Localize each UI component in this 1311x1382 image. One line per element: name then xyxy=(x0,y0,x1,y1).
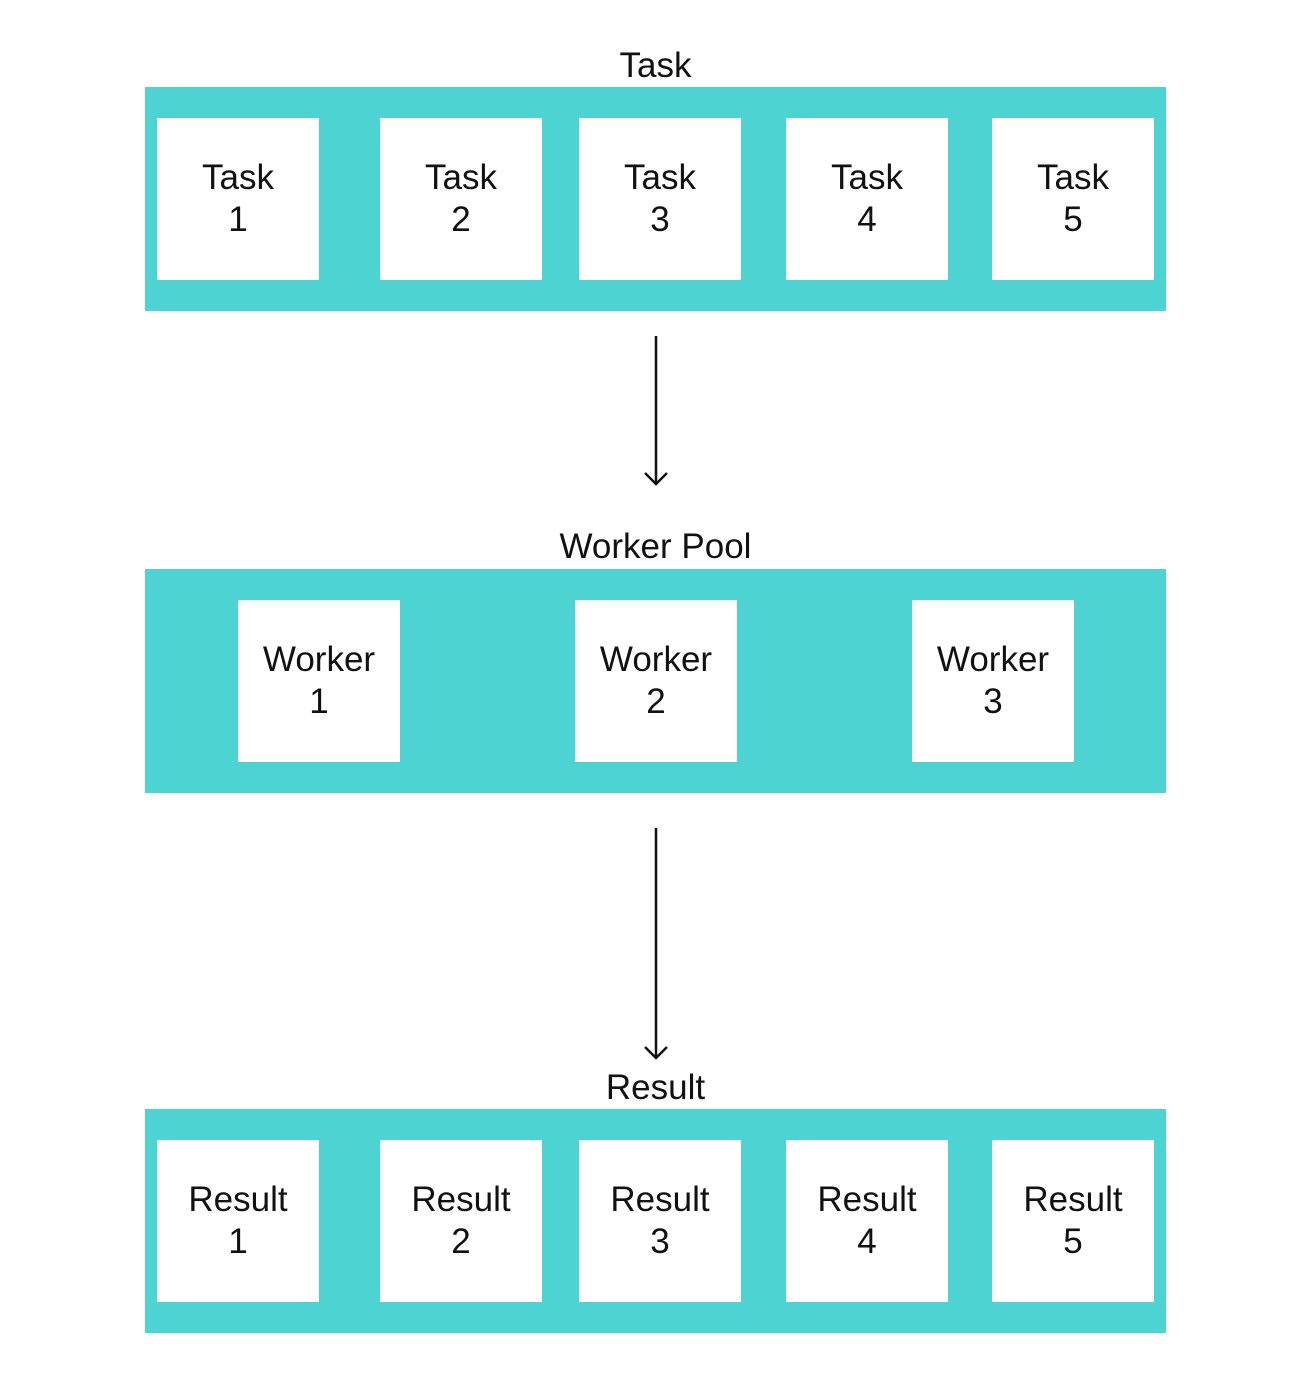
result-card: Result 4 xyxy=(786,1140,948,1302)
task-card-number: 3 xyxy=(650,200,670,239)
result-card: Result 3 xyxy=(579,1140,741,1302)
worker-to-result-arrow-icon xyxy=(640,828,672,1062)
result-card-label: Result xyxy=(411,1180,511,1219)
task-card-label: Task xyxy=(202,158,274,197)
worker-card-label: Worker xyxy=(262,640,376,679)
task-card-number: 1 xyxy=(228,200,248,239)
result-card: Result 1 xyxy=(157,1140,319,1302)
task-card-number: 5 xyxy=(1063,200,1083,239)
task-card: Task 3 xyxy=(579,118,741,280)
task-card: Task 4 xyxy=(786,118,948,280)
task-card-label: Task xyxy=(1037,158,1109,197)
worker-card: Worker 3 xyxy=(912,600,1074,762)
result-card-number: 1 xyxy=(228,1222,248,1261)
worker-card-number: 2 xyxy=(646,682,666,721)
worker-card-number: 1 xyxy=(309,682,329,721)
worker-card-label: Worker xyxy=(936,640,1050,679)
worker-card: Worker 2 xyxy=(575,600,737,762)
result-card: Result 5 xyxy=(992,1140,1154,1302)
worker-card-number: 3 xyxy=(983,682,1003,721)
result-card-label: Result xyxy=(610,1180,710,1219)
result-card-number: 4 xyxy=(857,1222,877,1261)
worker-card-label: Worker xyxy=(599,640,713,679)
result-card-number: 3 xyxy=(650,1222,670,1261)
task-card: Task 1 xyxy=(157,118,319,280)
task-card-label: Task xyxy=(831,158,903,197)
task-card-label: Task xyxy=(425,158,497,197)
result-card-label: Result xyxy=(817,1180,917,1219)
result-card-label: Result xyxy=(1023,1180,1123,1219)
result-card-number: 5 xyxy=(1063,1222,1083,1261)
worker-card: Worker 1 xyxy=(238,600,400,762)
task-card-number: 2 xyxy=(451,200,471,239)
result-section-title: Result xyxy=(605,1068,706,1107)
result-card-number: 2 xyxy=(451,1222,471,1261)
task-to-worker-arrow-icon xyxy=(640,336,672,488)
task-card: Task 2 xyxy=(380,118,542,280)
task-queue-band: Task 1 Task 2 Task 3 Task 4 Task 5 xyxy=(145,87,1166,311)
result-card-label: Result xyxy=(188,1180,288,1219)
result-band: Result 1 Result 2 Result 3 Result 4 Resu… xyxy=(145,1109,1166,1333)
task-card: Task 5 xyxy=(992,118,1154,280)
worker-pool-title: Worker Pool xyxy=(559,527,752,566)
worker-pool-band: Worker 1 Worker 2 Worker 3 xyxy=(145,569,1166,793)
task-card-label: Task xyxy=(624,158,696,197)
task-section-title: Task xyxy=(619,46,692,85)
result-card: Result 2 xyxy=(380,1140,542,1302)
task-card-number: 4 xyxy=(857,200,877,239)
